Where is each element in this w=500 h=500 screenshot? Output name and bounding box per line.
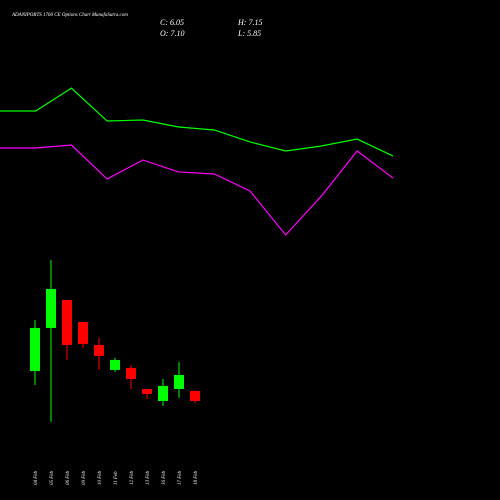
chart-title: ADANIPORTS 1760 CE Options Chart MunafaS… bbox=[11, 13, 128, 18]
line-series bbox=[0, 87, 394, 157]
x-tick-label: 06 Feb bbox=[66, 470, 71, 485]
x-tick-label: 16 Feb bbox=[162, 470, 167, 485]
candle-body bbox=[46, 288, 56, 328]
candle-body bbox=[94, 344, 104, 356]
x-tick-label: 11 Feb bbox=[114, 471, 119, 485]
candle-body bbox=[126, 367, 136, 379]
candle-body bbox=[30, 327, 40, 371]
candle-body bbox=[158, 385, 168, 401]
open-label: O: 7.10 bbox=[160, 29, 184, 38]
candle-body bbox=[78, 321, 88, 344]
x-tick-label: 05 Feb bbox=[50, 470, 55, 485]
x-tick-label: 10 Feb bbox=[98, 470, 103, 485]
candle-body bbox=[190, 390, 200, 401]
line-series bbox=[0, 144, 394, 236]
x-tick-label: 04 Feb bbox=[34, 470, 39, 485]
candle-body bbox=[174, 374, 184, 389]
candle-body bbox=[62, 299, 72, 345]
high-label: H: 7.15 bbox=[237, 18, 262, 27]
x-tick-label: 09 Feb bbox=[82, 470, 87, 485]
x-tick-label: 17 Feb bbox=[178, 470, 183, 485]
candle-body bbox=[142, 388, 152, 394]
x-tick-label: 12 Feb bbox=[130, 470, 135, 485]
x-tick-label: 13 Feb bbox=[146, 470, 151, 485]
close-label: C: 6.05 bbox=[160, 18, 184, 27]
low-label: L: 5.85 bbox=[237, 29, 261, 38]
candle-body bbox=[110, 359, 120, 370]
x-tick-label: 18 Feb bbox=[194, 470, 199, 485]
